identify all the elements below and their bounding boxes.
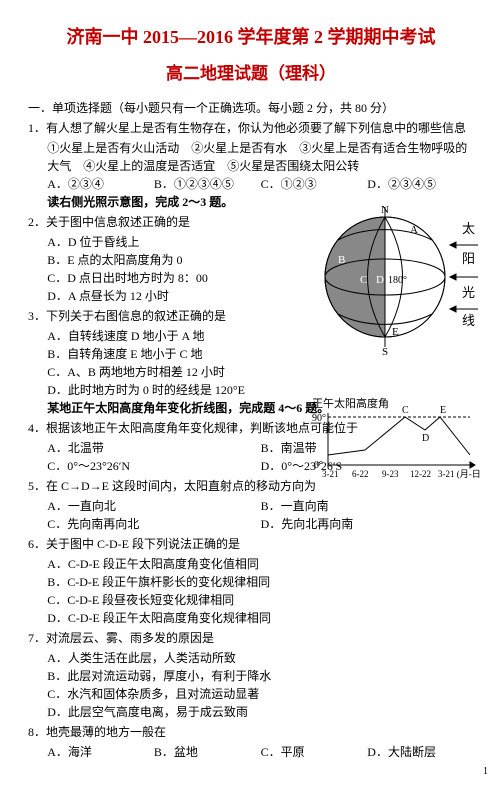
q8-stem: 8．地壳最薄的地方一般在 bbox=[28, 723, 474, 741]
globe-label-d: D bbox=[376, 274, 384, 286]
q8-opt-c: C．平原 bbox=[261, 743, 368, 761]
q8-opt-d: D．大陆断层 bbox=[367, 743, 474, 761]
exam-subtitle: 高二地理试题（理科） bbox=[28, 61, 474, 87]
q7-opt-c: C．水汽和固体杂质多，且对流运动显著 bbox=[28, 685, 474, 703]
chart-ymax: 90° bbox=[312, 413, 326, 424]
chart-pt-d: D bbox=[422, 433, 429, 444]
q6-opt-c: C．C-D-E 段昼夜长短变化规律相同 bbox=[28, 591, 474, 609]
chart-xt-2: 9-23 bbox=[382, 469, 399, 479]
q6-opt-a: A．C-D-E 段正午太阳高度角变化值相同 bbox=[28, 555, 474, 573]
q7-opt-a: A．人类生活在此层，人类活动所致 bbox=[28, 649, 474, 667]
globe-label-s: S bbox=[382, 346, 388, 358]
q5-opt-d: D．先向北再向南 bbox=[261, 515, 474, 533]
q1-stem: 1．有人想了解火星上是否有生物存在，你认为他必须要了解下列信息中的哪些信息 bbox=[28, 119, 474, 137]
globe-label-e: E bbox=[392, 326, 399, 338]
chart-ylabel: 正午太阳高度角 bbox=[312, 396, 389, 410]
q8-options: A．海洋 B．盆地 C．平原 D．大陆断层 bbox=[28, 743, 474, 761]
q4-opt-a: A．北温带 bbox=[47, 439, 260, 457]
globe-label-b: B bbox=[338, 254, 345, 266]
q5-row2: C．先向南再向北 D．先向北再向南 bbox=[28, 515, 474, 533]
chart-figure: 正午太阳高度角 90° 0° C D E 3-21 6-22 9-23 12-2… bbox=[310, 395, 480, 485]
globe-sun-1: 太 bbox=[462, 221, 475, 236]
globe-sun-4: 线 bbox=[462, 313, 475, 328]
globe-label-angle: 180° bbox=[388, 275, 407, 286]
q1-opt-a: A．②③④ bbox=[47, 175, 154, 193]
q6-opt-b: B．C-D-E 段正午旗杆影长的变化规律相同 bbox=[28, 573, 474, 591]
section-instruction: 一．单项选择题（每小题只有一个正确选项。每小题 2 分，共 80 分） bbox=[28, 99, 474, 117]
chart-xt-0: 3-21 bbox=[322, 469, 339, 479]
globe-svg: N S A B C 180° D E 太 阳 光 线 bbox=[320, 185, 480, 370]
chart-xt-1: 6-22 bbox=[352, 469, 369, 479]
globe-sun-3: 光 bbox=[462, 285, 475, 300]
globe-figure: N S A B C 180° D E 太 阳 光 线 bbox=[320, 185, 480, 370]
chart-pt-c: C bbox=[402, 405, 409, 416]
globe-label-a: A bbox=[410, 224, 418, 236]
globe-label-n: N bbox=[381, 204, 389, 216]
q5-row1: A．一直向北 B．一直向南 bbox=[28, 497, 474, 515]
q1-line2: ①火星上是否有火山活动 ②火星上是否有水 ③火星上是否有适合生物呼吸的大气 ④火… bbox=[28, 139, 474, 175]
chart-pt-e: E bbox=[440, 405, 446, 416]
q7-stem: 7．对流层云、雾、雨多发的原因是 bbox=[28, 629, 474, 647]
q5-opt-c: C．先向南再向北 bbox=[47, 515, 260, 533]
globe-sun-2: 阳 bbox=[462, 251, 475, 266]
exam-title: 济南一中 2015—2016 学年度第 2 学期期中考试 bbox=[28, 24, 474, 51]
chart-xt-3: 12-22 bbox=[410, 469, 431, 479]
q1-opt-b: B．①②③④⑤ bbox=[154, 175, 261, 193]
chart-svg: 正午太阳高度角 90° 0° C D E 3-21 6-22 9-23 12-2… bbox=[310, 395, 480, 485]
q4-opt-c: C．0°～23°26′N bbox=[47, 457, 260, 475]
q8-opt-b: B．盆地 bbox=[154, 743, 261, 761]
q6-opt-d: D．C-D-E 段正午太阳高度角变化规律相同 bbox=[28, 609, 474, 627]
q5-opt-b: B．一直向南 bbox=[261, 497, 474, 515]
chart-xt-4: 3-21 (月-日) bbox=[438, 469, 480, 479]
q7-opt-d: D．此层空气高度电离，易于成云致雨 bbox=[28, 703, 474, 721]
q8-opt-a: A．海洋 bbox=[47, 743, 154, 761]
q6-stem: 6．关于图中 C-D-E 段下列说法正确的是 bbox=[28, 535, 474, 553]
page-number: 1 bbox=[483, 764, 488, 779]
globe-label-c: C bbox=[360, 274, 367, 286]
q5-opt-a: A．一直向北 bbox=[47, 497, 260, 515]
q7-opt-b: B．此层对流运动弱，厚度小，有利于降水 bbox=[28, 667, 474, 685]
